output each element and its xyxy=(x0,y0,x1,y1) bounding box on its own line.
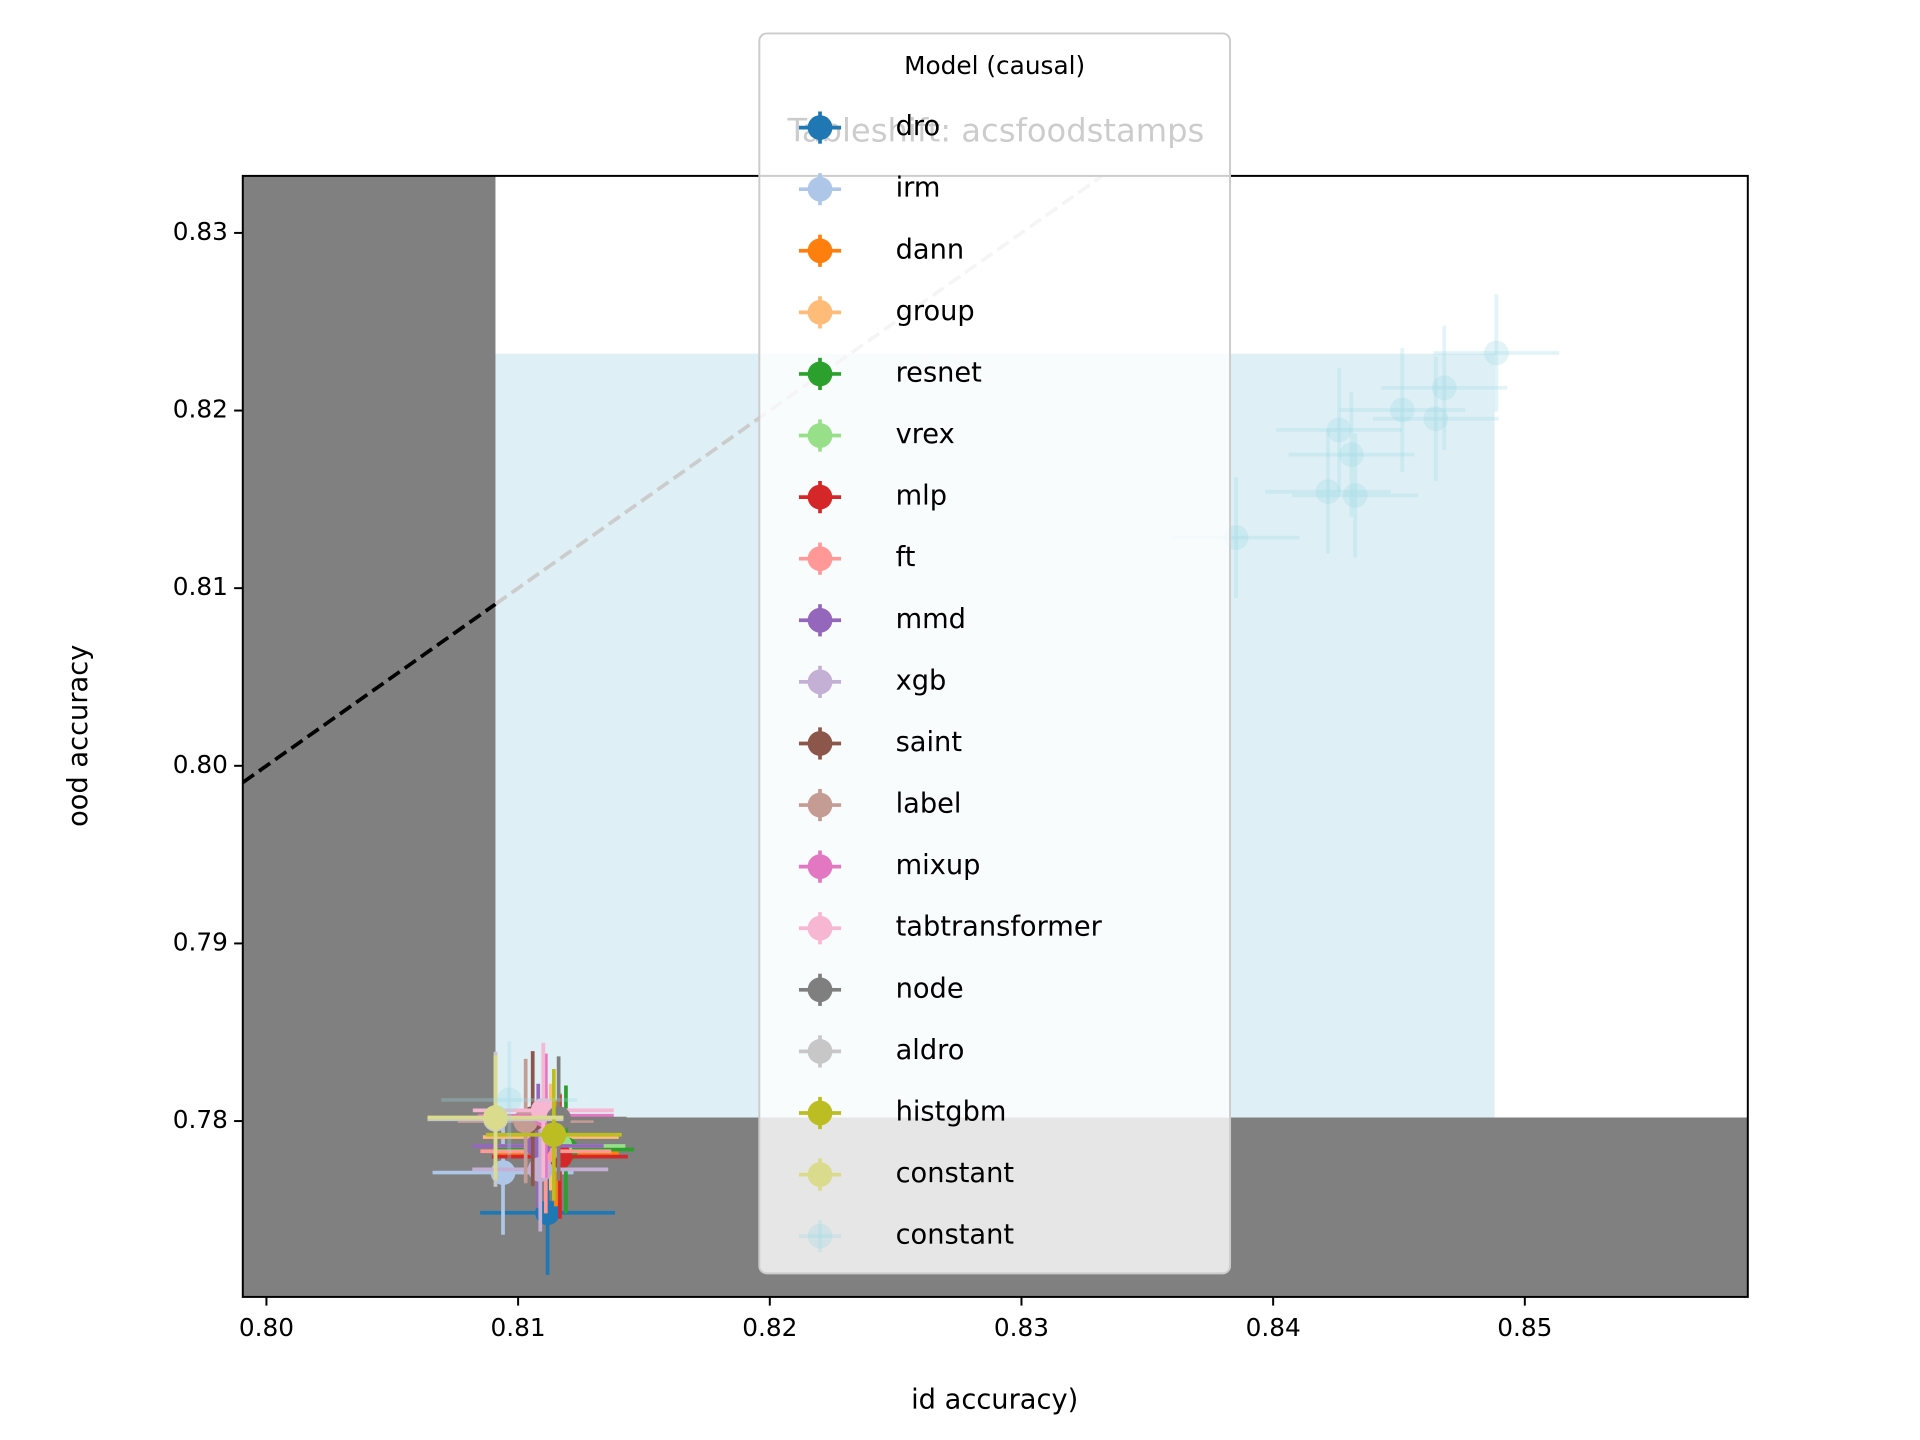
point xyxy=(1315,479,1341,505)
x-tick-label: 0.82 xyxy=(742,1313,797,1342)
legend-marker xyxy=(807,361,833,387)
legend-marker xyxy=(807,1039,833,1064)
legend: Model (causal) dro irm dann group resnet vrex m… xyxy=(758,32,1232,1275)
legend-label: resnet xyxy=(896,357,983,388)
chart-root: Tableshift: acsfoodstamps id accuracy) o… xyxy=(63,32,1749,1415)
y-tick-label: 0.81 xyxy=(173,572,228,601)
legend-label: label xyxy=(896,789,962,820)
point xyxy=(1339,442,1364,467)
legend-label: histgbm xyxy=(896,1096,1007,1127)
point xyxy=(483,1105,508,1130)
point xyxy=(541,1122,567,1148)
legend-label: node xyxy=(896,973,964,1004)
legend-marker xyxy=(807,792,833,818)
legend-marker xyxy=(807,176,833,202)
legend-label: group xyxy=(896,296,975,327)
legend-marker xyxy=(807,1162,833,1187)
y-tick-label: 0.80 xyxy=(173,750,228,779)
legend-marker xyxy=(807,915,833,941)
legend-box xyxy=(758,32,1232,1275)
legend-label: constant xyxy=(896,1158,1015,1189)
x-tick-label: 0.80 xyxy=(239,1313,294,1342)
legend-marker xyxy=(807,977,833,1003)
x-tick-label: 0.83 xyxy=(994,1313,1049,1342)
legend-label: irm xyxy=(896,173,941,204)
legend-marker xyxy=(807,1223,833,1249)
legend-marker xyxy=(807,854,833,880)
diagonal-line xyxy=(242,602,497,785)
legend-marker xyxy=(807,423,833,448)
point xyxy=(1326,417,1352,443)
legend-marker xyxy=(807,484,833,510)
x-axis-label: id accuracy) xyxy=(911,1384,1078,1415)
legend-label: xgb xyxy=(896,665,947,696)
x-tick-label: 0.85 xyxy=(1497,1313,1552,1342)
legend-marker xyxy=(807,669,833,695)
y-tick-label: 0.83 xyxy=(173,217,228,246)
legend-label: mlp xyxy=(896,481,947,512)
legend-marker xyxy=(807,607,833,633)
point xyxy=(1483,340,1509,366)
legend-marker xyxy=(807,299,833,325)
legend-label: dro xyxy=(896,111,941,142)
point xyxy=(496,1087,522,1113)
y-axis-label: ood accuracy xyxy=(63,645,94,827)
legend-label: mmd xyxy=(896,604,966,635)
x-tick-label: 0.81 xyxy=(491,1313,546,1342)
point xyxy=(1342,483,1368,508)
legend-label: aldro xyxy=(896,1035,965,1066)
legend-label: vrex xyxy=(896,419,955,450)
legend-marker xyxy=(807,546,833,572)
x-tick-label: 0.84 xyxy=(1246,1313,1301,1342)
gray-region xyxy=(242,175,496,1297)
point xyxy=(1389,397,1415,423)
legend-label: mixup xyxy=(896,850,981,881)
legend-marker xyxy=(807,731,833,756)
y-tick-label: 0.79 xyxy=(173,927,228,956)
legend-label: dann xyxy=(896,234,965,265)
legend-label: constant xyxy=(896,1220,1015,1251)
legend-marker xyxy=(807,1100,833,1126)
y-tick-label: 0.82 xyxy=(173,395,228,424)
legend-title: Model (causal) xyxy=(904,51,1085,80)
legend-marker xyxy=(807,238,833,264)
y-tick-label: 0.78 xyxy=(173,1105,228,1134)
legend-marker xyxy=(807,115,833,140)
legend-label: ft xyxy=(896,542,916,573)
legend-label: tabtransformer xyxy=(896,912,1103,943)
point xyxy=(1431,375,1457,401)
legend-label: saint xyxy=(896,727,963,758)
point xyxy=(1423,406,1449,432)
